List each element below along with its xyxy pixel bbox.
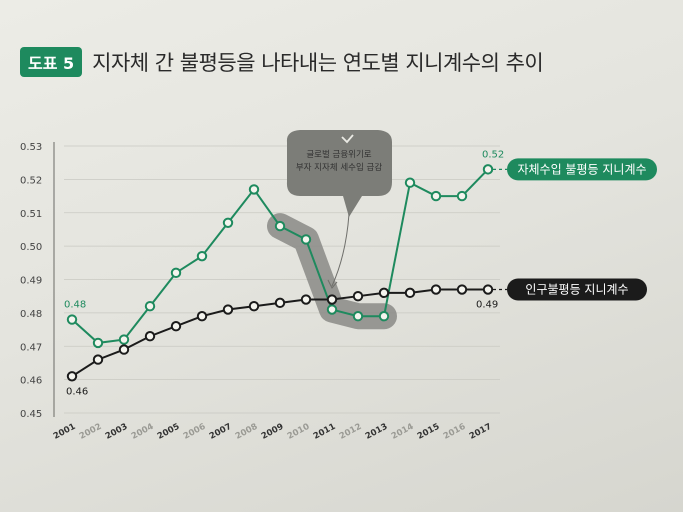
data-point <box>248 184 260 195</box>
x-tick-label: 2009 <box>260 422 286 442</box>
bubble-shape <box>286 130 392 217</box>
y-tick-label: 0.50 <box>20 242 42 253</box>
data-label-layer: 0.48 0.52 0.46 0.49 <box>64 149 504 397</box>
annotation-text: 부자 지자체 세수입 급감 <box>296 162 382 173</box>
x-axis: 2001 2002 2003 2004 2005 2006 2007 2008 2009 2010… <box>52 422 494 442</box>
data-point <box>456 190 468 202</box>
data-point <box>170 267 182 279</box>
data-point <box>144 301 156 312</box>
data-label: 0.52 <box>482 149 504 160</box>
grid-lines <box>64 145 500 414</box>
annotation-text: 글로벌 금융위기로 <box>306 149 371 160</box>
data-point <box>352 311 364 322</box>
y-tick-label: 0.52 <box>20 175 42 186</box>
figure-badge: 도표 5 <box>20 47 83 77</box>
data-point <box>118 334 130 345</box>
data-label: 0.48 <box>64 300 86 311</box>
data-point <box>430 190 442 202</box>
data-point <box>482 164 494 175</box>
data-point <box>456 284 468 295</box>
data-point <box>66 371 78 382</box>
y-tick-label: 0.46 <box>20 376 42 387</box>
y-tick-label: 0.48 <box>20 309 42 320</box>
figure-header: 도표 5 지자체 간 불평등을 나타내는 연도별 지니계수의 추이 <box>20 46 544 78</box>
data-point <box>170 321 182 332</box>
data-point <box>222 217 234 228</box>
y-tick-label: 0.45 <box>20 409 42 420</box>
legend-label: 인구불평등 지니계수 <box>525 283 628 297</box>
data-point <box>66 314 78 325</box>
x-tick-label: 2014 <box>390 422 416 442</box>
x-tick-label: 2006 <box>182 422 208 442</box>
y-tick-label: 0.51 <box>20 209 42 220</box>
data-point <box>378 311 390 322</box>
legend-label: 자체수입 불평등 지니계수 <box>517 162 646 176</box>
data-point <box>326 304 338 315</box>
data-point <box>430 284 442 295</box>
arrow-head-icon <box>327 279 338 289</box>
series-layer <box>66 164 494 382</box>
data-point <box>300 234 312 245</box>
x-tick-label: 2013 <box>364 422 390 442</box>
data-point <box>378 287 390 299</box>
series-line <box>71 168 489 344</box>
data-point <box>300 294 312 305</box>
check-icon <box>341 134 354 144</box>
x-tick-label: 2012 <box>338 422 364 442</box>
data-point <box>274 297 286 309</box>
y-tick-label: 0.53 <box>20 142 42 153</box>
x-tick-label: 2010 <box>286 422 312 442</box>
x-tick-label: 2015 <box>416 422 442 442</box>
data-point <box>92 354 104 365</box>
x-tick-label: 2002 <box>78 422 104 442</box>
data-label: 0.46 <box>66 386 88 397</box>
data-point <box>92 337 104 349</box>
y-tick-label: 0.47 <box>20 342 42 353</box>
data-point <box>118 344 130 355</box>
x-tick-label: 2003 <box>104 422 130 442</box>
data-point <box>196 311 208 322</box>
figure-title: 지자체 간 불평등을 나타내는 연도별 지니계수의 추이 <box>92 51 544 75</box>
data-point <box>144 331 156 342</box>
data-point <box>222 304 234 315</box>
annotation-arrow <box>331 213 350 287</box>
legend-pill <box>507 158 657 181</box>
x-tick-label: 2007 <box>208 422 234 442</box>
data-point <box>404 177 416 188</box>
data-point <box>482 284 494 295</box>
y-axis: 0.45 0.46 0.47 0.48 0.49 0.50 0.51 0.52 0.53 <box>20 142 55 420</box>
x-tick-label: 2008 <box>234 422 260 442</box>
data-point <box>404 287 416 299</box>
y-tick-label: 0.49 <box>20 276 42 287</box>
x-tick-label: 2005 <box>156 422 182 442</box>
data-point <box>196 250 208 262</box>
x-tick-label: 2011 <box>312 422 338 442</box>
x-tick-label: 2017 <box>468 422 494 442</box>
data-point <box>352 290 364 302</box>
data-point <box>248 301 260 312</box>
data-label: 0.49 <box>476 300 498 311</box>
data-point <box>274 220 286 232</box>
x-tick-label: 2016 <box>442 422 468 442</box>
data-point <box>326 294 338 305</box>
legend-pill <box>507 278 647 301</box>
x-tick-label: 2004 <box>130 422 156 442</box>
x-tick-label: 2001 <box>52 422 78 442</box>
